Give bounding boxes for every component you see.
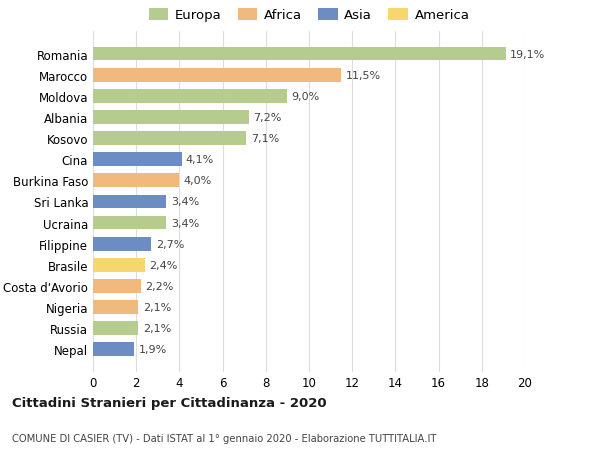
Bar [93, 322, 139, 335]
Text: 7,1%: 7,1% [251, 134, 279, 144]
Bar [93, 90, 287, 103]
Text: 3,4%: 3,4% [171, 218, 199, 228]
Text: 4,0%: 4,0% [184, 176, 212, 186]
Text: 2,1%: 2,1% [143, 302, 171, 312]
Text: 7,2%: 7,2% [253, 112, 281, 123]
Bar [93, 280, 140, 293]
Bar [93, 111, 248, 124]
Text: 9,0%: 9,0% [292, 92, 320, 101]
Bar [93, 195, 166, 209]
Bar [93, 153, 182, 167]
Text: 2,1%: 2,1% [143, 324, 171, 333]
Bar [93, 216, 166, 230]
Text: 2,7%: 2,7% [155, 239, 184, 249]
Text: Cittadini Stranieri per Cittadinanza - 2020: Cittadini Stranieri per Cittadinanza - 2… [12, 396, 326, 409]
Bar [93, 48, 506, 61]
Text: 2,2%: 2,2% [145, 281, 173, 291]
Text: 11,5%: 11,5% [346, 71, 381, 80]
Text: 3,4%: 3,4% [171, 197, 199, 207]
Bar [93, 174, 179, 188]
Text: 1,9%: 1,9% [139, 345, 167, 354]
Bar [93, 132, 247, 146]
Text: 19,1%: 19,1% [510, 50, 545, 59]
Bar [93, 237, 151, 251]
Legend: Europa, Africa, Asia, America: Europa, Africa, Asia, America [149, 9, 469, 22]
Bar [93, 343, 134, 356]
Bar [93, 69, 341, 82]
Text: 2,4%: 2,4% [149, 260, 178, 270]
Bar [93, 301, 139, 314]
Bar [93, 258, 145, 272]
Text: 4,1%: 4,1% [186, 155, 214, 165]
Text: COMUNE DI CASIER (TV) - Dati ISTAT al 1° gennaio 2020 - Elaborazione TUTTITALIA.: COMUNE DI CASIER (TV) - Dati ISTAT al 1°… [12, 433, 436, 442]
